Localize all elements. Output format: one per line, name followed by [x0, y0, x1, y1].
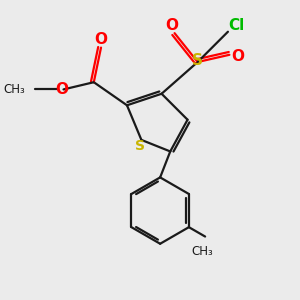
Text: O: O [94, 32, 107, 47]
Text: S: S [192, 53, 203, 68]
Text: O: O [231, 49, 244, 64]
Text: O: O [165, 18, 178, 33]
Text: S: S [135, 139, 145, 153]
Text: CH₃: CH₃ [191, 244, 213, 258]
Text: O: O [56, 82, 69, 97]
Text: CH₃: CH₃ [4, 83, 26, 96]
Text: Cl: Cl [229, 18, 245, 33]
